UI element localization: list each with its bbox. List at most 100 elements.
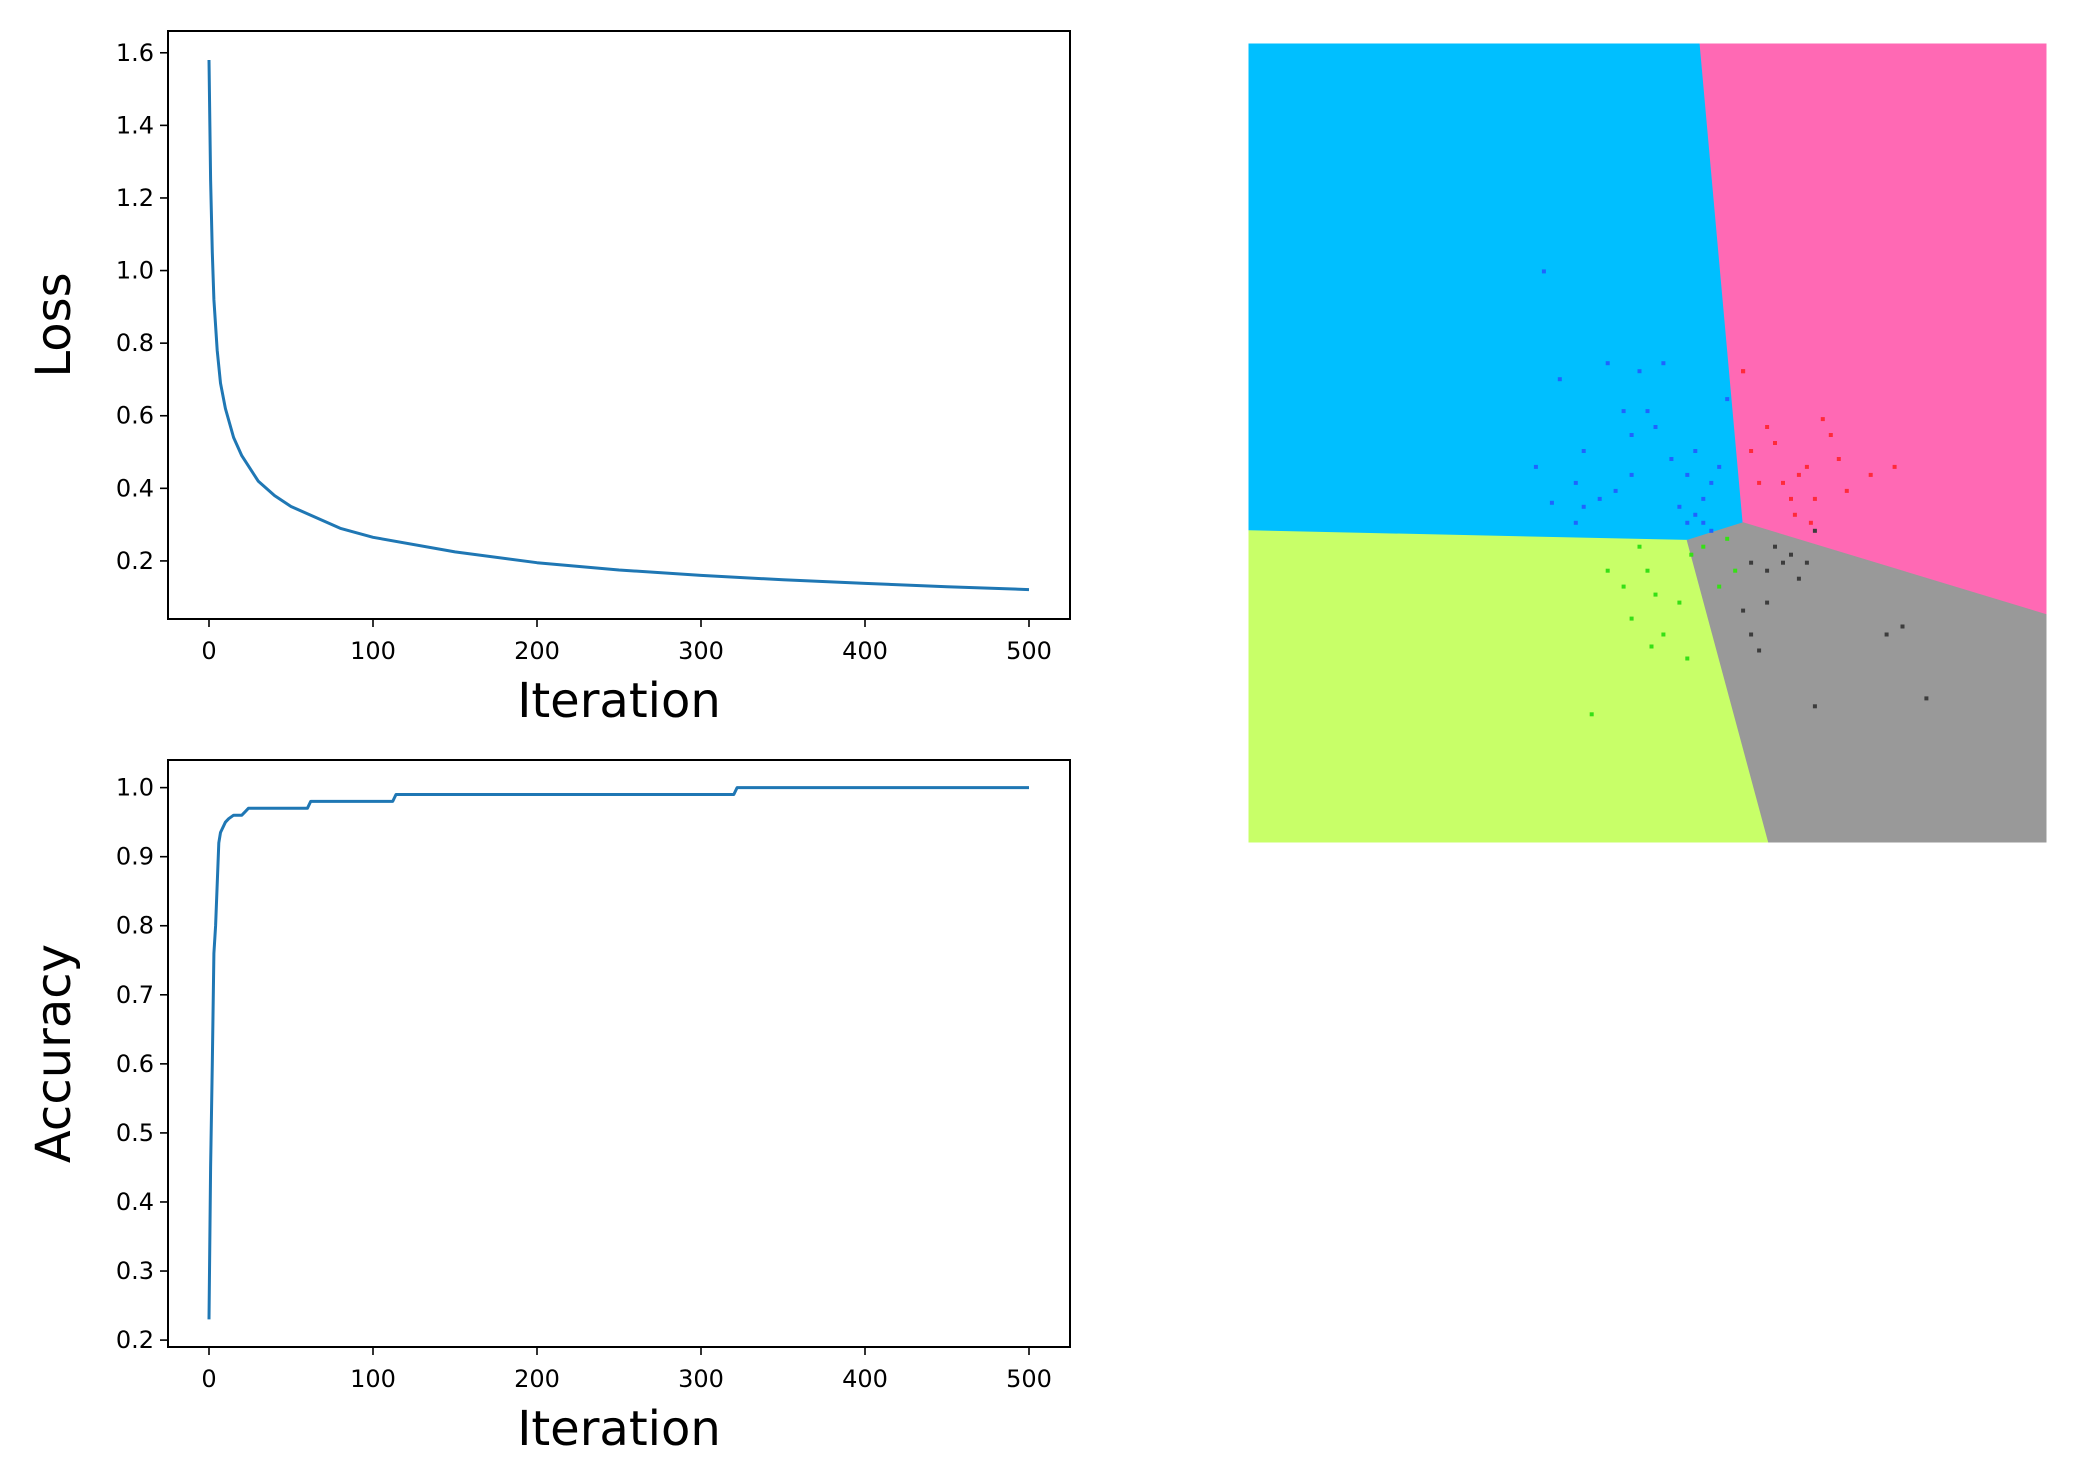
- y-axis-title: Loss: [26, 272, 82, 377]
- data-point: [1796, 576, 1801, 581]
- data-point: [1781, 560, 1785, 565]
- x-tick-label: 200: [514, 1365, 560, 1393]
- data-point: [1701, 520, 1706, 525]
- data-point: [1645, 568, 1650, 573]
- data-point: [1757, 648, 1762, 653]
- data-point: [1773, 441, 1777, 445]
- y-tick-label: 0.7: [116, 981, 154, 1009]
- data-point: [1765, 568, 1770, 573]
- data-point: [1533, 464, 1538, 469]
- data-point: [1685, 656, 1690, 661]
- data-point: [1689, 552, 1694, 557]
- loss-chart: 0 100 200 300 400 500 0.2 0.4 0.6 0.8 1.0 1.2 1.4 1.6…: [26, 30, 1071, 729]
- data-point: [1605, 568, 1610, 573]
- data-point: [1808, 520, 1813, 525]
- data-point: [1789, 552, 1793, 557]
- data-point: [1725, 536, 1730, 541]
- x-tick-label: 0: [201, 637, 216, 665]
- data-point: [1773, 544, 1777, 549]
- class-region: [1248, 43, 1744, 541]
- data-point: [1868, 472, 1873, 477]
- data-point: [1629, 472, 1634, 477]
- plot-frame: [167, 759, 1071, 1348]
- data-point: [1573, 480, 1578, 485]
- data-point: [1629, 433, 1634, 437]
- y-tick-label: 0.9: [116, 843, 154, 871]
- data-point: [1685, 520, 1690, 525]
- data-point: [1741, 369, 1746, 374]
- data-point: [1836, 457, 1841, 461]
- x-tick-label: 300: [678, 1365, 724, 1393]
- data-point: [1725, 397, 1730, 402]
- series-line: [207, 59, 1030, 592]
- data-point: [1701, 496, 1706, 501]
- data-point: [1709, 480, 1714, 485]
- data-point: [1749, 560, 1754, 565]
- y-tick-label: 0.2: [116, 1326, 154, 1354]
- data-point: [1796, 472, 1801, 477]
- y-tick-label: 0.2: [116, 547, 154, 575]
- data-point: [1605, 361, 1610, 366]
- data-point: [1820, 417, 1825, 422]
- data-point: [1637, 369, 1642, 374]
- y-tick-label: 0.6: [116, 402, 154, 430]
- data-point: [1693, 449, 1698, 453]
- y-tick-label: 1.0: [116, 257, 154, 285]
- series-line: [207, 786, 1029, 1320]
- data-point: [1892, 464, 1897, 469]
- data-point: [1765, 425, 1770, 429]
- data-point: [1812, 496, 1817, 501]
- y-tick-label: 1.6: [116, 39, 154, 67]
- data-point: [1669, 457, 1674, 461]
- data-point: [1844, 488, 1849, 493]
- data-point: [1749, 449, 1754, 453]
- class-region: [1248, 530, 1770, 843]
- data-point: [1693, 512, 1698, 517]
- data-point: [1621, 409, 1626, 414]
- data-point: [1637, 544, 1642, 549]
- x-tick-label: 500: [1006, 1365, 1052, 1393]
- accuracy-chart: 0 100 200 300 400 500 0.2 0.3 0.4 0.5 0.6 0.7 0.8 0.9…: [26, 759, 1071, 1457]
- data-point: [1621, 584, 1626, 589]
- y-tick-label: 1.4: [116, 111, 154, 139]
- data-point: [1581, 449, 1586, 453]
- data-point: [1653, 425, 1658, 429]
- data-point: [1828, 433, 1833, 437]
- class-region: [1686, 522, 2047, 843]
- data-point: [1661, 632, 1666, 637]
- data-point: [1812, 704, 1817, 709]
- data-point: [1765, 600, 1770, 605]
- data-point: [1884, 632, 1889, 637]
- y-tick-label: 1.2: [116, 184, 154, 212]
- data-point: [1649, 644, 1654, 649]
- y-axis-title: Accuracy: [26, 944, 82, 1163]
- data-point: [1812, 528, 1817, 533]
- data-point: [1781, 480, 1785, 485]
- y-tick-label: 1.0: [116, 774, 154, 802]
- data-point: [1589, 712, 1594, 717]
- data-point: [1685, 472, 1690, 477]
- y-tick-label: 0.8: [116, 912, 154, 940]
- decision-boundary-chart: [1248, 43, 2047, 843]
- y-tick-label: 0.4: [116, 474, 154, 502]
- data-point: [1741, 608, 1746, 613]
- x-tick-label: 100: [350, 637, 396, 665]
- data-point: [1733, 568, 1738, 573]
- data-point: [1645, 409, 1650, 414]
- data-point: [1804, 560, 1809, 565]
- data-point: [1653, 592, 1658, 597]
- y-tick-label: 0.4: [116, 1188, 154, 1216]
- data-point: [1629, 616, 1634, 621]
- data-point: [1804, 464, 1809, 469]
- y-tick-label: 0.3: [116, 1257, 154, 1285]
- data-point: [1613, 488, 1618, 493]
- x-tick-label: 200: [514, 637, 560, 665]
- x-tick-label: 300: [678, 637, 724, 665]
- data-point: [1677, 504, 1682, 509]
- data-point: [1597, 496, 1602, 501]
- data-point: [1701, 544, 1706, 549]
- x-tick-label: 0: [201, 1365, 216, 1393]
- x-axis-title: Iteration: [517, 673, 721, 729]
- data-point: [1661, 361, 1666, 366]
